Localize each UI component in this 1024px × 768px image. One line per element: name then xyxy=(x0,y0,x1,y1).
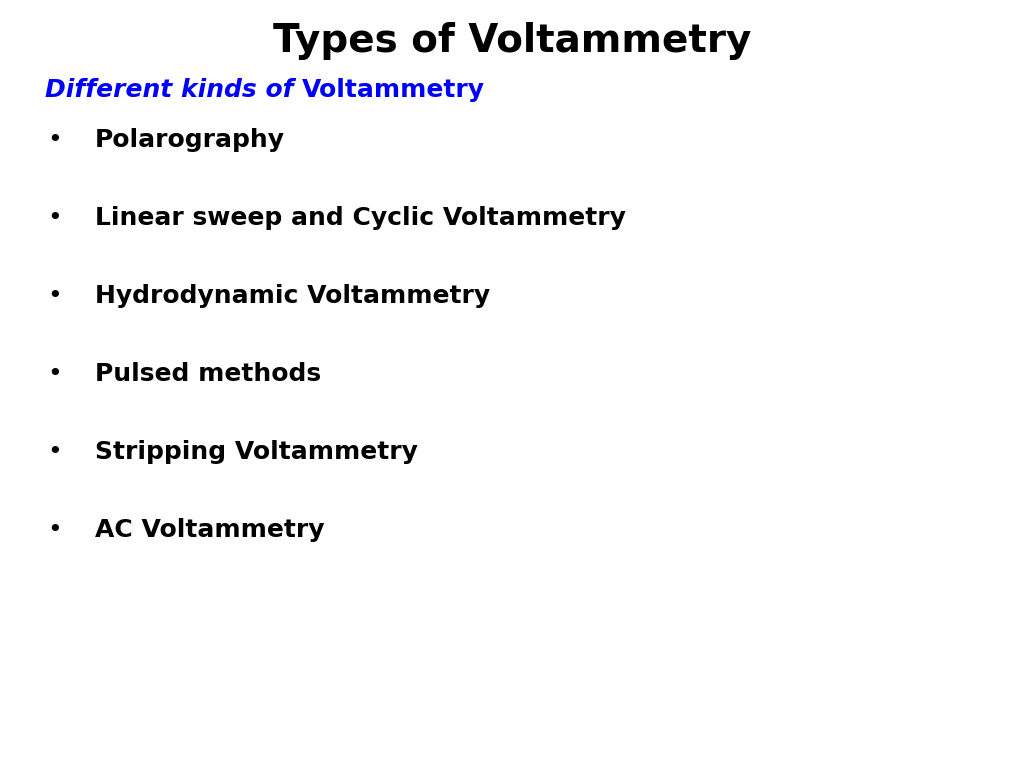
Text: Types of Voltammetry: Types of Voltammetry xyxy=(272,22,752,60)
Text: Hydrodynamic Voltammetry: Hydrodynamic Voltammetry xyxy=(95,284,490,308)
Text: •: • xyxy=(48,128,62,152)
Text: •: • xyxy=(48,440,62,464)
Text: •: • xyxy=(48,518,62,542)
Text: Voltammetry: Voltammetry xyxy=(302,78,485,102)
Text: •: • xyxy=(48,206,62,230)
Text: Linear sweep and Cyclic Voltammetry: Linear sweep and Cyclic Voltammetry xyxy=(95,206,626,230)
Text: AC Voltammetry: AC Voltammetry xyxy=(95,518,325,542)
Text: •: • xyxy=(48,362,62,386)
Text: Different kinds of: Different kinds of xyxy=(45,78,302,102)
Text: Stripping Voltammetry: Stripping Voltammetry xyxy=(95,440,418,464)
Text: Pulsed methods: Pulsed methods xyxy=(95,362,322,386)
Text: •: • xyxy=(48,284,62,308)
Text: Polarography: Polarography xyxy=(95,128,285,152)
